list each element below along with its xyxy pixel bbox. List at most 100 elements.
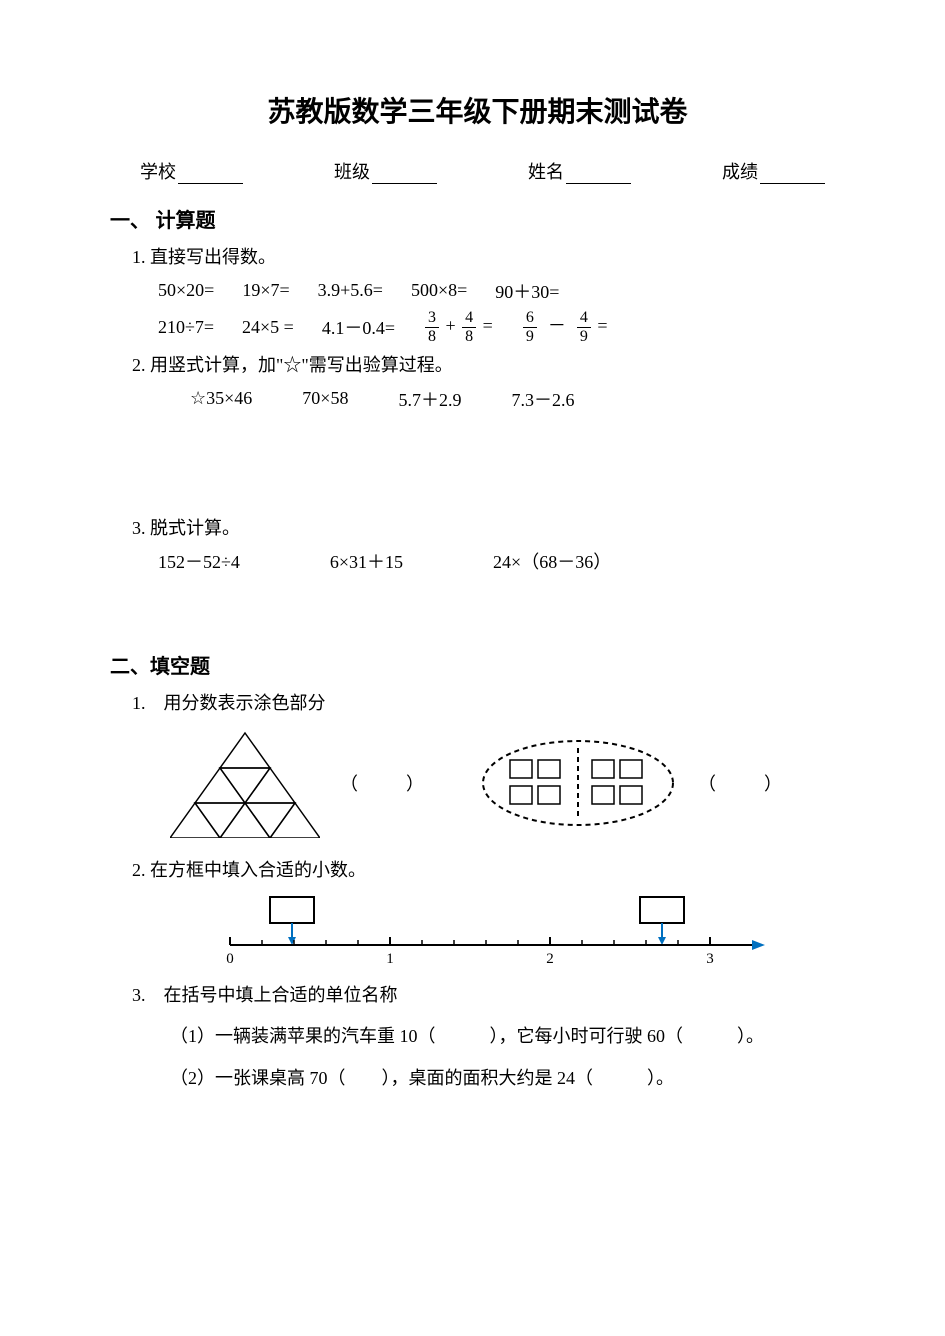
info-row: 学校 班级 姓名 成绩 <box>140 158 825 184</box>
expr: 70×58 <box>302 388 348 409</box>
blank[interactable] <box>346 1068 382 1088</box>
page-title: 苏教版数学三年级下册期末测试卷 <box>110 90 845 130</box>
blank[interactable] <box>436 1026 490 1046</box>
paren-slot[interactable]: （ ） <box>340 770 428 796</box>
fraction: 69 <box>523 310 537 345</box>
tri-cell <box>220 733 270 768</box>
tri-cell <box>270 803 320 838</box>
tick-label: 3 <box>706 951 714 967</box>
op: － <box>548 315 566 335</box>
text: （1）一辆装满苹果的汽车重 10（ <box>170 1026 436 1046</box>
work-space <box>110 418 845 508</box>
eq: = <box>483 315 493 335</box>
s2q3-label: 3. 在括号中填上合适的单位名称 <box>132 981 845 1010</box>
label-name: 姓名 <box>528 158 564 184</box>
numer: 4 <box>577 310 591 328</box>
s2q3-line2: （2）一张课桌高 70（ ），桌面的面积大约是 24（ ）。 <box>170 1062 845 1094</box>
expr: 19×7= <box>242 280 289 301</box>
expr: 3.9+5.6= <box>318 280 383 301</box>
s2q1-label: 1. 用分数表示涂色部分 <box>132 689 845 718</box>
blank-name[interactable] <box>566 165 631 184</box>
number-line-wrap: 0 1 2 3 <box>210 895 845 975</box>
text: ），桌面的面积大约是 24（ <box>382 1068 594 1088</box>
q2-row: ☆35×46 70×58 5.7＋2.9 7.3－2.6 <box>190 386 845 412</box>
op: + <box>446 315 456 335</box>
tick-label: 0 <box>226 951 234 967</box>
pointer-arrowhead <box>658 937 666 945</box>
tri-cell <box>245 768 295 803</box>
q1-row2: 210÷7= 24×5 = 4.1－0.4= 38 + 48 = 69 － 49… <box>158 310 845 345</box>
info-class: 班级 <box>334 158 437 184</box>
pointer-arrowhead <box>288 937 296 945</box>
triangle-figure <box>170 728 320 838</box>
text: （2）一张课桌高 70（ <box>170 1068 346 1088</box>
label-school: 学校 <box>140 158 176 184</box>
section-2-heading: 二、填空题 <box>110 650 845 679</box>
denom: 8 <box>462 328 476 345</box>
expr: 50×20= <box>158 280 214 301</box>
blank[interactable] <box>593 1068 647 1088</box>
expr-fraction: 38 + 48 = <box>423 310 493 345</box>
expr: ☆35×46 <box>190 388 252 409</box>
label-class: 班级 <box>334 158 370 184</box>
page: 苏教版数学三年级下册期末测试卷 学校 班级 姓名 成绩 一、 计算题 1. 直接… <box>0 0 945 1336</box>
text: ），它每小时可行驶 60（ <box>490 1026 684 1046</box>
tri-cell <box>220 803 270 838</box>
fraction: 48 <box>462 310 476 345</box>
expr: 210÷7= <box>158 317 214 338</box>
tri-cell <box>170 803 220 838</box>
tick-label: 2 <box>546 951 554 967</box>
numer: 4 <box>462 310 476 328</box>
answer-box[interactable] <box>270 897 314 923</box>
work-space <box>110 580 845 620</box>
blank-score[interactable] <box>760 165 825 184</box>
s2q2-label: 2. 在方框中填入合适的小数。 <box>132 856 845 885</box>
figure-row: （ ） （ ） <box>170 728 845 838</box>
blank-class[interactable] <box>372 165 437 184</box>
tri-cell <box>220 768 270 803</box>
section-1-heading: 一、 计算题 <box>110 204 845 233</box>
text: ）。 <box>737 1026 764 1046</box>
blank-school[interactable] <box>178 165 243 184</box>
expr: 6×31＋15 <box>330 548 403 574</box>
info-school: 学校 <box>140 158 243 184</box>
expr: 24×（68－36） <box>493 548 611 574</box>
expr: 500×8= <box>411 280 467 301</box>
s2q3-line1: （1）一辆装满苹果的汽车重 10（ ），它每小时可行驶 60（ ）。 <box>170 1020 845 1052</box>
expr: 152－52÷4 <box>158 548 240 574</box>
number-line: 0 1 2 3 <box>210 895 770 970</box>
numer: 6 <box>523 310 537 328</box>
q3-label: 3. 脱式计算。 <box>132 514 845 543</box>
expr-fraction: 69 － 49 = <box>521 310 608 345</box>
info-name: 姓名 <box>528 158 631 184</box>
tick-label: 1 <box>386 951 394 967</box>
axis-arrowhead <box>752 940 765 950</box>
q3-row: 152－52÷4 6×31＋15 24×（68－36） <box>158 548 845 574</box>
op <box>566 315 571 335</box>
text: ）。 <box>647 1068 674 1088</box>
label-score: 成绩 <box>722 158 758 184</box>
fraction: 49 <box>577 310 591 345</box>
ticks <box>230 937 710 945</box>
q2-label: 2. 用竖式计算，加"☆"需写出验算过程。 <box>132 351 845 380</box>
q1-label: 1. 直接写出得数。 <box>132 243 845 272</box>
denom: 9 <box>523 328 537 345</box>
expr: 7.3－2.6 <box>511 386 574 412</box>
expr: 5.7＋2.9 <box>398 386 461 412</box>
answer-box[interactable] <box>640 897 684 923</box>
eq: = <box>597 315 607 335</box>
blank[interactable] <box>683 1026 737 1046</box>
denom: 9 <box>577 328 591 345</box>
info-score: 成绩 <box>722 158 825 184</box>
tri-cell <box>245 803 295 838</box>
ellipse-figure <box>478 736 678 831</box>
fraction: 38 <box>425 310 439 345</box>
paren-slot[interactable]: （ ） <box>698 770 786 796</box>
tri-cell <box>195 768 245 803</box>
numer: 3 <box>425 310 439 328</box>
denom: 8 <box>425 328 439 345</box>
expr: 90＋30= <box>495 278 559 304</box>
expr: 4.1－0.4= <box>322 314 395 340</box>
q1-row1: 50×20= 19×7= 3.9+5.6= 500×8= 90＋30= <box>158 278 845 304</box>
tri-cell <box>195 803 245 838</box>
